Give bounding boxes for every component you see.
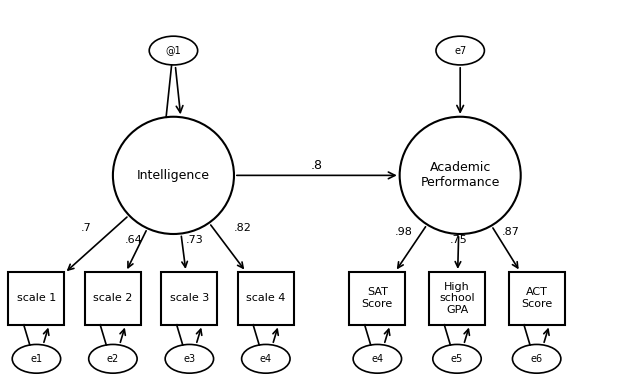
Circle shape [353,344,401,373]
Text: e2: e2 [107,354,119,364]
FancyBboxPatch shape [349,272,405,325]
Circle shape [165,344,214,373]
Text: .64: .64 [125,235,143,245]
Ellipse shape [113,117,234,234]
Text: scale 1: scale 1 [17,293,56,303]
Text: ACT
Score: ACT Score [521,288,552,309]
Text: e4: e4 [260,354,272,364]
Circle shape [149,36,198,65]
Text: scale 3: scale 3 [170,293,209,303]
FancyBboxPatch shape [238,272,294,325]
Text: .87: .87 [502,227,520,237]
Text: High
school
GPA: High school GPA [439,282,475,315]
Text: e3: e3 [183,354,195,364]
Text: scale 4: scale 4 [246,293,285,303]
Text: e1: e1 [30,354,42,364]
Text: e4: e4 [371,354,383,364]
FancyBboxPatch shape [161,272,218,325]
Text: .82: .82 [234,223,251,233]
FancyBboxPatch shape [429,272,485,325]
Text: e6: e6 [531,354,543,364]
Text: .8: .8 [311,159,323,173]
Text: .73: .73 [186,235,204,245]
Ellipse shape [399,117,521,234]
Text: SAT
Score: SAT Score [362,288,393,309]
Circle shape [12,344,61,373]
Text: .7: .7 [81,223,92,233]
Text: .98: .98 [395,227,413,237]
FancyBboxPatch shape [85,272,141,325]
Circle shape [436,36,484,65]
Text: scale 2: scale 2 [93,293,132,303]
Text: .75: .75 [450,235,468,245]
Circle shape [242,344,290,373]
FancyBboxPatch shape [509,272,564,325]
Circle shape [433,344,481,373]
Circle shape [89,344,137,373]
Text: e7: e7 [454,46,467,56]
Text: @1: @1 [166,46,181,56]
Text: e5: e5 [451,354,463,364]
Circle shape [513,344,561,373]
Text: Academic
Performance: Academic Performance [420,162,500,189]
FancyBboxPatch shape [8,272,65,325]
Text: Intelligence: Intelligence [137,169,210,182]
